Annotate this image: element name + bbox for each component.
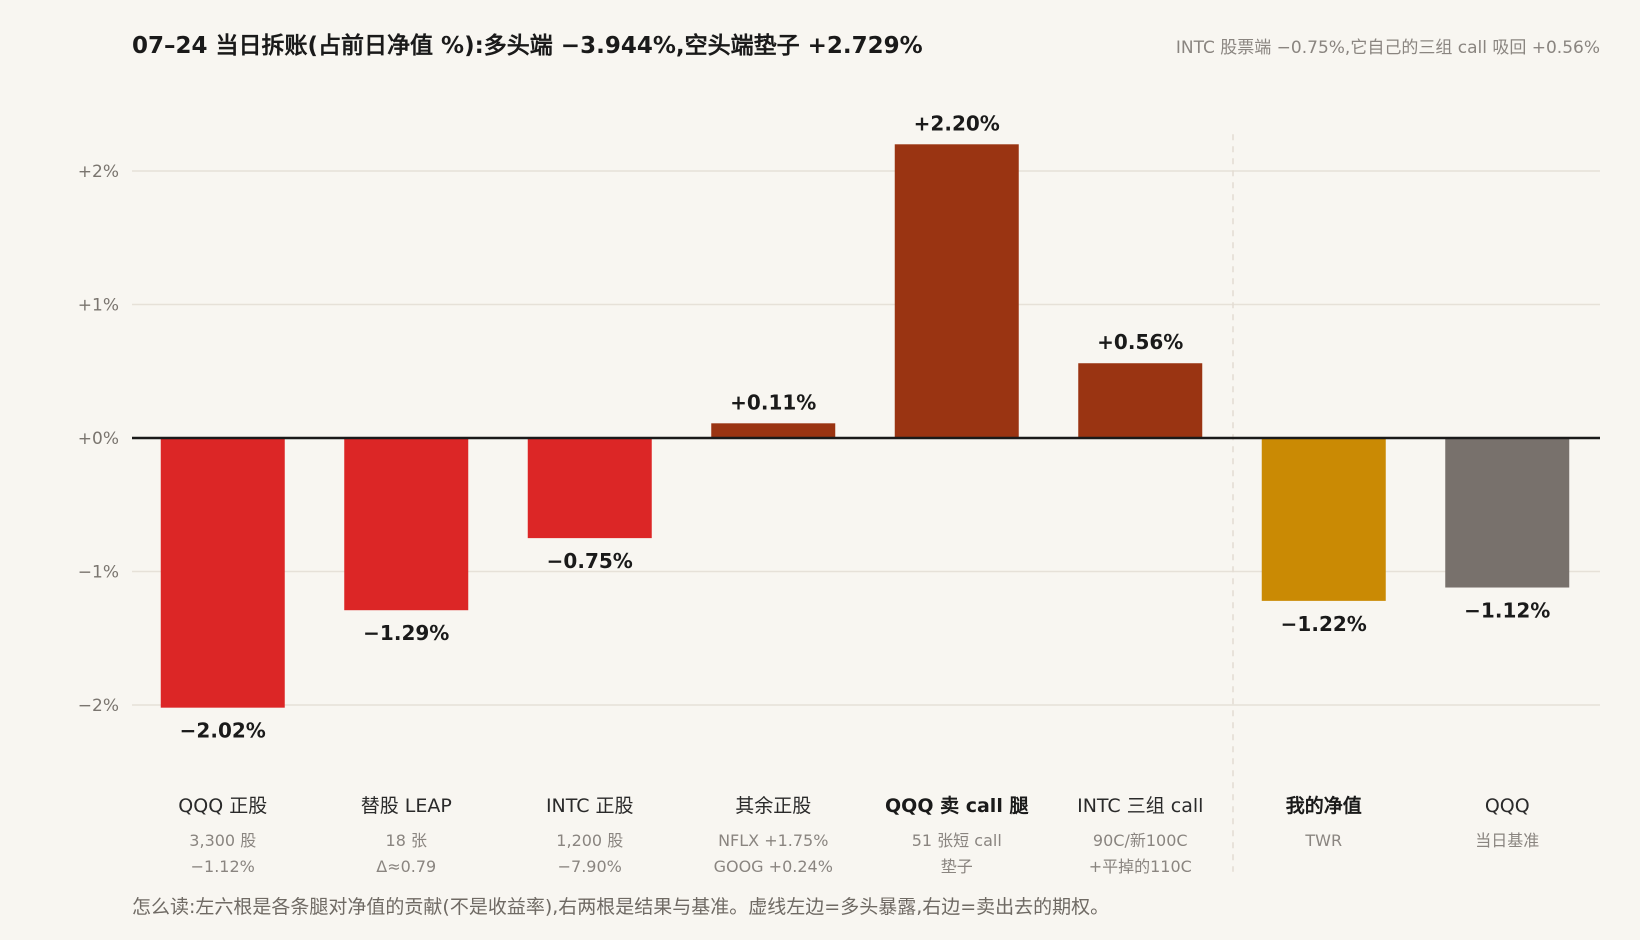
x-sublabel: GOOG +0.24% [714,857,833,876]
bar [527,438,652,539]
x-sublabel: 90C/新100C [1093,831,1188,850]
x-sublabel: 51 张短 call [912,831,1002,850]
y-tick-label: −1% [78,563,119,583]
x-tick-label: QQQ 卖 call 腿 [885,795,1028,817]
x-tick-label: 替股 LEAP [361,795,452,817]
x-tick-label: QQQ 正股 [178,795,267,817]
bar-value-label: −2.02% [180,719,266,743]
x-sublabel: 18 张 [386,831,427,850]
bar-value-label: −1.29% [363,621,449,645]
bar [344,438,469,611]
y-tick-label: −2% [78,696,119,716]
x-sublabel: 3,300 股 [189,831,256,850]
chart-title: 07–24 当日拆账(占前日净值 %):多头端 −3.944%,空头端垫子 +2… [132,33,923,59]
bar [160,438,285,708]
bar [1078,363,1203,438]
bar-value-label: −1.22% [1281,612,1367,636]
bar [1445,438,1570,588]
x-tick-label: INTC 三组 call [1077,795,1203,817]
chart-subtitle: INTC 股票端 −0.75%,它自己的三组 call 吸回 +0.56% [1175,38,1600,58]
y-tick-label: +2% [78,162,119,182]
x-sublabel: 垫子 [941,857,973,876]
x-sublabel: +平掉的110C [1089,857,1192,876]
x-sublabel: NFLX +1.75% [718,831,828,850]
bar-value-label: −1.12% [1464,599,1550,623]
y-tick-label: +0% [78,429,119,449]
x-sublabel: −7.90% [558,857,622,876]
x-sublabel: 当日基准 [1475,831,1539,850]
bars-layer [132,144,1600,708]
x-tick-label: 我的净值 [1286,794,1362,817]
labels-layer: −2% −1% +0% +1% +2% −2.02% QQQ 正股 3,300 股 −1.12%… [78,111,1551,876]
bar-value-label: +0.56% [1097,330,1183,354]
x-sublabel: Δ≈0.79 [376,857,436,876]
x-tick-label: 其余正股 [735,795,811,817]
bar-value-label: +2.20% [914,111,1000,135]
bar-value-label: −0.75% [547,549,633,573]
y-tick-label: +1% [78,296,119,316]
x-sublabel: TWR [1304,831,1342,850]
x-tick-label: INTC 正股 [546,795,634,817]
x-sublabel: −1.12% [191,857,255,876]
bar [1261,438,1386,601]
x-sublabel: 1,200 股 [556,831,623,850]
bar [711,423,836,438]
bar-value-label: +0.11% [730,390,816,414]
bar [894,144,1019,439]
reading-note: 怎么读:左六根是各条腿对净值的贡献(不是收益率),右两根是结果与基准。虚线左边=… [132,896,1110,918]
x-tick-label: QQQ [1485,795,1530,817]
